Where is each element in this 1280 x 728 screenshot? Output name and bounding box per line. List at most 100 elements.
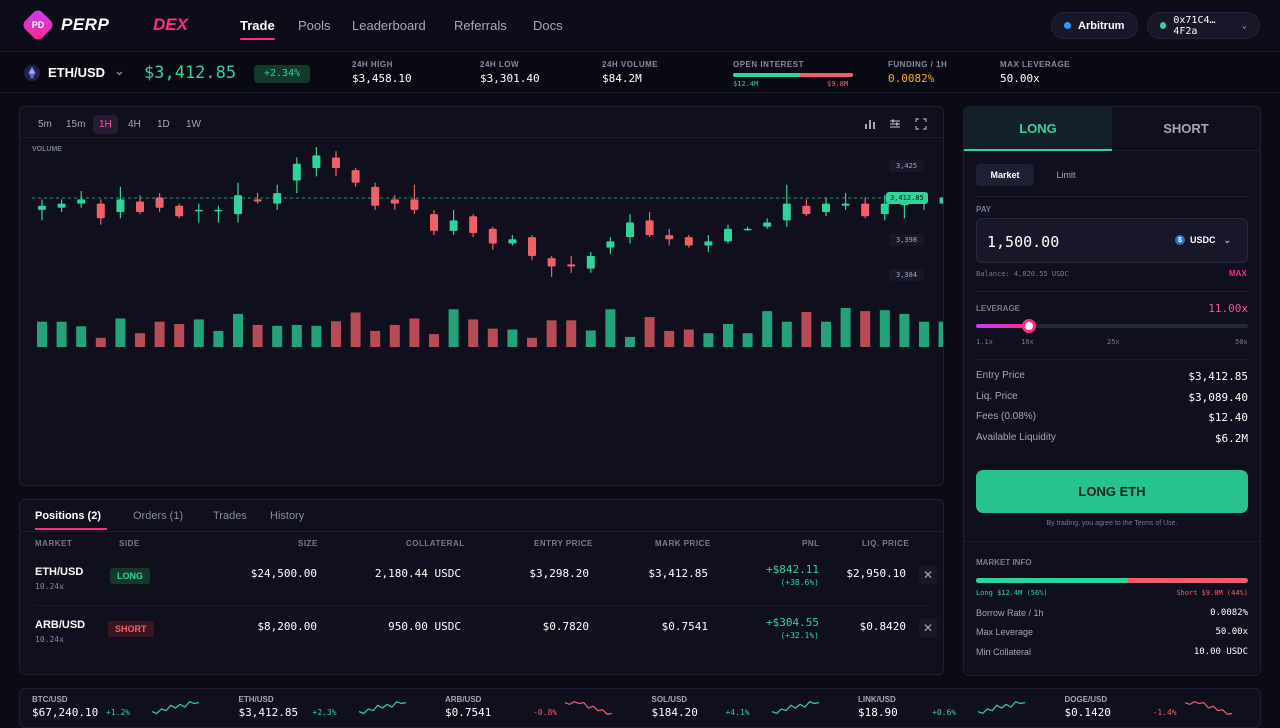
candle-body[interactable] xyxy=(528,237,536,257)
fullscreen-icon[interactable] xyxy=(912,115,930,133)
logo-icon[interactable]: PD xyxy=(21,8,55,42)
candle-body[interactable] xyxy=(390,199,399,204)
indicators-icon[interactable] xyxy=(861,115,879,133)
candle-body[interactable] xyxy=(841,203,850,206)
candle-body[interactable] xyxy=(351,170,360,183)
volume-bar xyxy=(899,313,910,347)
candle-body[interactable] xyxy=(743,228,752,231)
chevron-down-icon: ⌄ xyxy=(1241,20,1247,31)
position-leverage: 10.24x xyxy=(35,582,64,591)
nav-docs[interactable]: Docs xyxy=(533,18,563,33)
candle-body[interactable] xyxy=(57,203,66,208)
candle-body[interactable] xyxy=(410,199,419,210)
nav-pools[interactable]: Pools xyxy=(298,18,331,33)
terms-text[interactable]: By trading, you agree to the Terms of Us… xyxy=(1046,520,1178,527)
candle-body[interactable] xyxy=(586,256,595,269)
settings-sliders-icon[interactable] xyxy=(886,115,904,133)
timeframe-1h[interactable]: 1H xyxy=(93,115,118,134)
candle-body[interactable] xyxy=(606,241,615,248)
candle-body[interactable] xyxy=(136,201,144,212)
candle-body[interactable] xyxy=(547,258,556,267)
nav-referrals[interactable]: Referrals xyxy=(454,18,507,33)
leverage-slider[interactable] xyxy=(976,319,1248,333)
candle-body[interactable] xyxy=(449,220,458,231)
pair-selector[interactable]: ETH/USD xyxy=(48,65,106,80)
timeframe-5m[interactable]: 5m xyxy=(38,119,52,130)
candle-body[interactable] xyxy=(645,220,654,236)
candle-body[interactable] xyxy=(802,205,811,215)
candle-body[interactable] xyxy=(292,163,301,181)
candle-body[interactable] xyxy=(880,203,889,215)
timeframe-1w[interactable]: 1W xyxy=(186,119,201,130)
tab-positions[interactable]: Positions (2) xyxy=(35,510,108,530)
candle-body[interactable] xyxy=(38,205,46,210)
candle-body[interactable] xyxy=(782,203,791,221)
network-selector[interactable]: Arbitrum xyxy=(1051,12,1138,39)
pay-amount-input[interactable]: 1,500.00 xyxy=(987,233,1060,251)
column-header: LIQ. PRICE xyxy=(862,539,910,548)
candle-body[interactable] xyxy=(488,228,497,244)
candle-body[interactable] xyxy=(371,186,380,206)
candle-body[interactable] xyxy=(155,197,164,208)
ticker-item[interactable]: ETH/USD $3,412.85 +2.3% xyxy=(239,689,429,727)
tab-short[interactable]: SHORT xyxy=(1112,107,1260,151)
candle-body[interactable] xyxy=(763,222,772,227)
candle-body[interactable] xyxy=(332,157,340,168)
tab-long[interactable]: LONG xyxy=(964,107,1112,151)
candle-body[interactable] xyxy=(77,199,86,204)
candle-body[interactable] xyxy=(704,241,713,246)
ticker-item[interactable]: ARB/USD $0.7541 -0.8% xyxy=(445,689,635,727)
pay-input-box[interactable]: 1,500.00 $ USDC ⌄ xyxy=(976,218,1248,263)
nav-trade[interactable]: Trade xyxy=(240,18,275,40)
candle-body[interactable] xyxy=(626,222,634,238)
candle-body[interactable] xyxy=(822,203,830,212)
candle-body[interactable] xyxy=(312,155,321,168)
close-position-icon[interactable]: ✕ xyxy=(919,619,937,637)
timeframe-4h[interactable]: 4H xyxy=(128,119,141,130)
candle-body[interactable] xyxy=(116,199,125,212)
candle-body[interactable] xyxy=(665,235,674,240)
wallet-address: 0x71C4…4F2a xyxy=(1173,14,1216,37)
tab-trades[interactable]: Trades xyxy=(213,510,247,522)
candle-body[interactable] xyxy=(253,199,262,202)
close-position-icon[interactable]: ✕ xyxy=(919,566,937,584)
ticker-item[interactable]: SOL/USD $184.20 +4.1% xyxy=(652,689,842,727)
order-type-market[interactable]: Market xyxy=(976,164,1034,186)
candlestick-chart[interactable] xyxy=(20,107,943,485)
candle-body[interactable] xyxy=(469,216,478,233)
tab-orders[interactable]: Orders (1) xyxy=(133,510,184,522)
candle-body[interactable] xyxy=(430,214,438,231)
tab-history[interactable]: History xyxy=(270,510,305,522)
brand-name[interactable]: PERP xyxy=(61,15,110,34)
candle-body[interactable] xyxy=(214,209,223,212)
long-eth-button[interactable]: LONG ETH xyxy=(976,470,1248,513)
candle-body[interactable] xyxy=(724,228,732,242)
sparkline-path xyxy=(565,701,613,715)
pair-chevron-icon[interactable]: ⌄ xyxy=(114,63,125,78)
max-button[interactable]: MAX xyxy=(1229,269,1247,278)
candle-body[interactable] xyxy=(508,239,517,244)
candle-body[interactable] xyxy=(939,197,943,204)
volume-bar xyxy=(605,309,616,347)
ticker-item[interactable]: DOGE/USD $0.1420 -1.4% xyxy=(1065,689,1255,727)
candle-body[interactable] xyxy=(234,195,242,215)
candle-body[interactable] xyxy=(175,205,184,217)
timeframe-15m[interactable]: 15m xyxy=(66,119,86,130)
leverage-thumb[interactable] xyxy=(1022,319,1037,333)
brand-suffix[interactable]: DEX xyxy=(153,15,188,34)
candle-body[interactable] xyxy=(684,237,693,246)
nav-leaderboard[interactable]: Leaderboard xyxy=(352,18,426,33)
timeframe-1d[interactable]: 1D xyxy=(157,119,170,130)
ticker-item[interactable]: BTC/USD $67,240.10 +1.2% xyxy=(32,689,222,727)
candle-body[interactable] xyxy=(194,209,203,212)
candle-body[interactable] xyxy=(567,264,576,267)
wallet-button[interactable]: 0x71C4…4F2a ⌄ xyxy=(1147,12,1260,39)
candle-body[interactable] xyxy=(273,193,282,204)
candle-body[interactable] xyxy=(96,203,105,219)
candle-body[interactable] xyxy=(861,203,870,217)
price-tick: 3,425 xyxy=(889,160,925,172)
stat-label: FUNDING / 1H xyxy=(888,60,948,69)
order-type-limit[interactable]: Limit xyxy=(1056,170,1076,180)
token-selector[interactable]: $ USDC ⌄ xyxy=(1167,229,1239,251)
ticker-item[interactable]: LINK/USD $18.90 +0.6% xyxy=(858,689,1048,727)
